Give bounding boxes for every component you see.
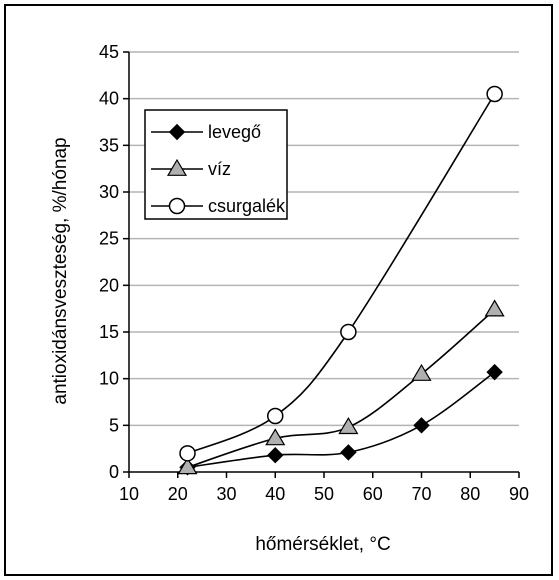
marker-csurgalék-1 [267,407,284,425]
y-tick-label-0: 0 [109,462,119,482]
legend-label-levegő: levegő [208,122,261,142]
x-tick-label-0: 10 [119,484,139,504]
marker-víz-4 [484,299,505,317]
marker-levegő-1 [267,446,284,464]
x-tick-label-4: 50 [314,484,334,504]
y-tick-label-6: 30 [99,182,119,202]
y-tick-label-7: 35 [99,135,119,155]
y-tick-label-2: 10 [99,369,119,389]
marker-levegő-4 [486,363,503,381]
y-tick-label-1: 5 [109,415,119,435]
x-tick-label-7: 80 [460,484,480,504]
legend-marker-csurgalék [168,197,186,215]
marker-levegő-3 [413,417,430,434]
tick-labels: 0 5 10 15 20 25 30 35 40 45 10 20 30 40 50 60 70 80 90 [99,42,529,504]
markers [177,85,505,476]
marker-víz-3 [411,363,432,381]
legend-marker-levegő [168,123,186,141]
y-tick-label-3: 15 [99,322,119,342]
x-axis-title: hőmérséklet, °C [255,534,390,555]
marker-víz-2 [338,417,359,435]
x-tick-label-2: 30 [216,484,236,504]
y-tick-label-4: 20 [99,275,119,295]
x-tick-label-1: 20 [168,484,188,504]
marker-csurgalék-2 [340,323,357,341]
y-tick-label-5: 25 [99,229,119,249]
marker-csurgalék-3 [486,85,503,103]
marker-víz-0 [177,457,198,475]
x-tick-label-5: 60 [363,484,383,504]
y-tick-label-8: 40 [99,89,119,109]
marker-víz-1 [265,428,286,446]
marker-levegő-2 [340,444,357,461]
y-tick-label-9: 45 [99,42,119,62]
legend: levegő víz csurgalék [144,109,288,220]
legend-marker-víz [166,158,188,176]
series-line-csurgalék [187,93,496,455]
legend-box [144,109,288,220]
gridlines [129,51,519,427]
legend-label-csurgalék: csurgalék [208,196,286,216]
y-axis-title: antioxidánsveszteség, %/hónap [50,137,71,404]
x-tick-label-3: 40 [265,484,285,504]
legend-label-víz: víz [208,159,231,179]
x-tick-label-8: 90 [509,484,529,504]
marker-csurgalék-0 [179,445,196,462]
x-tick-label-6: 70 [411,484,431,504]
